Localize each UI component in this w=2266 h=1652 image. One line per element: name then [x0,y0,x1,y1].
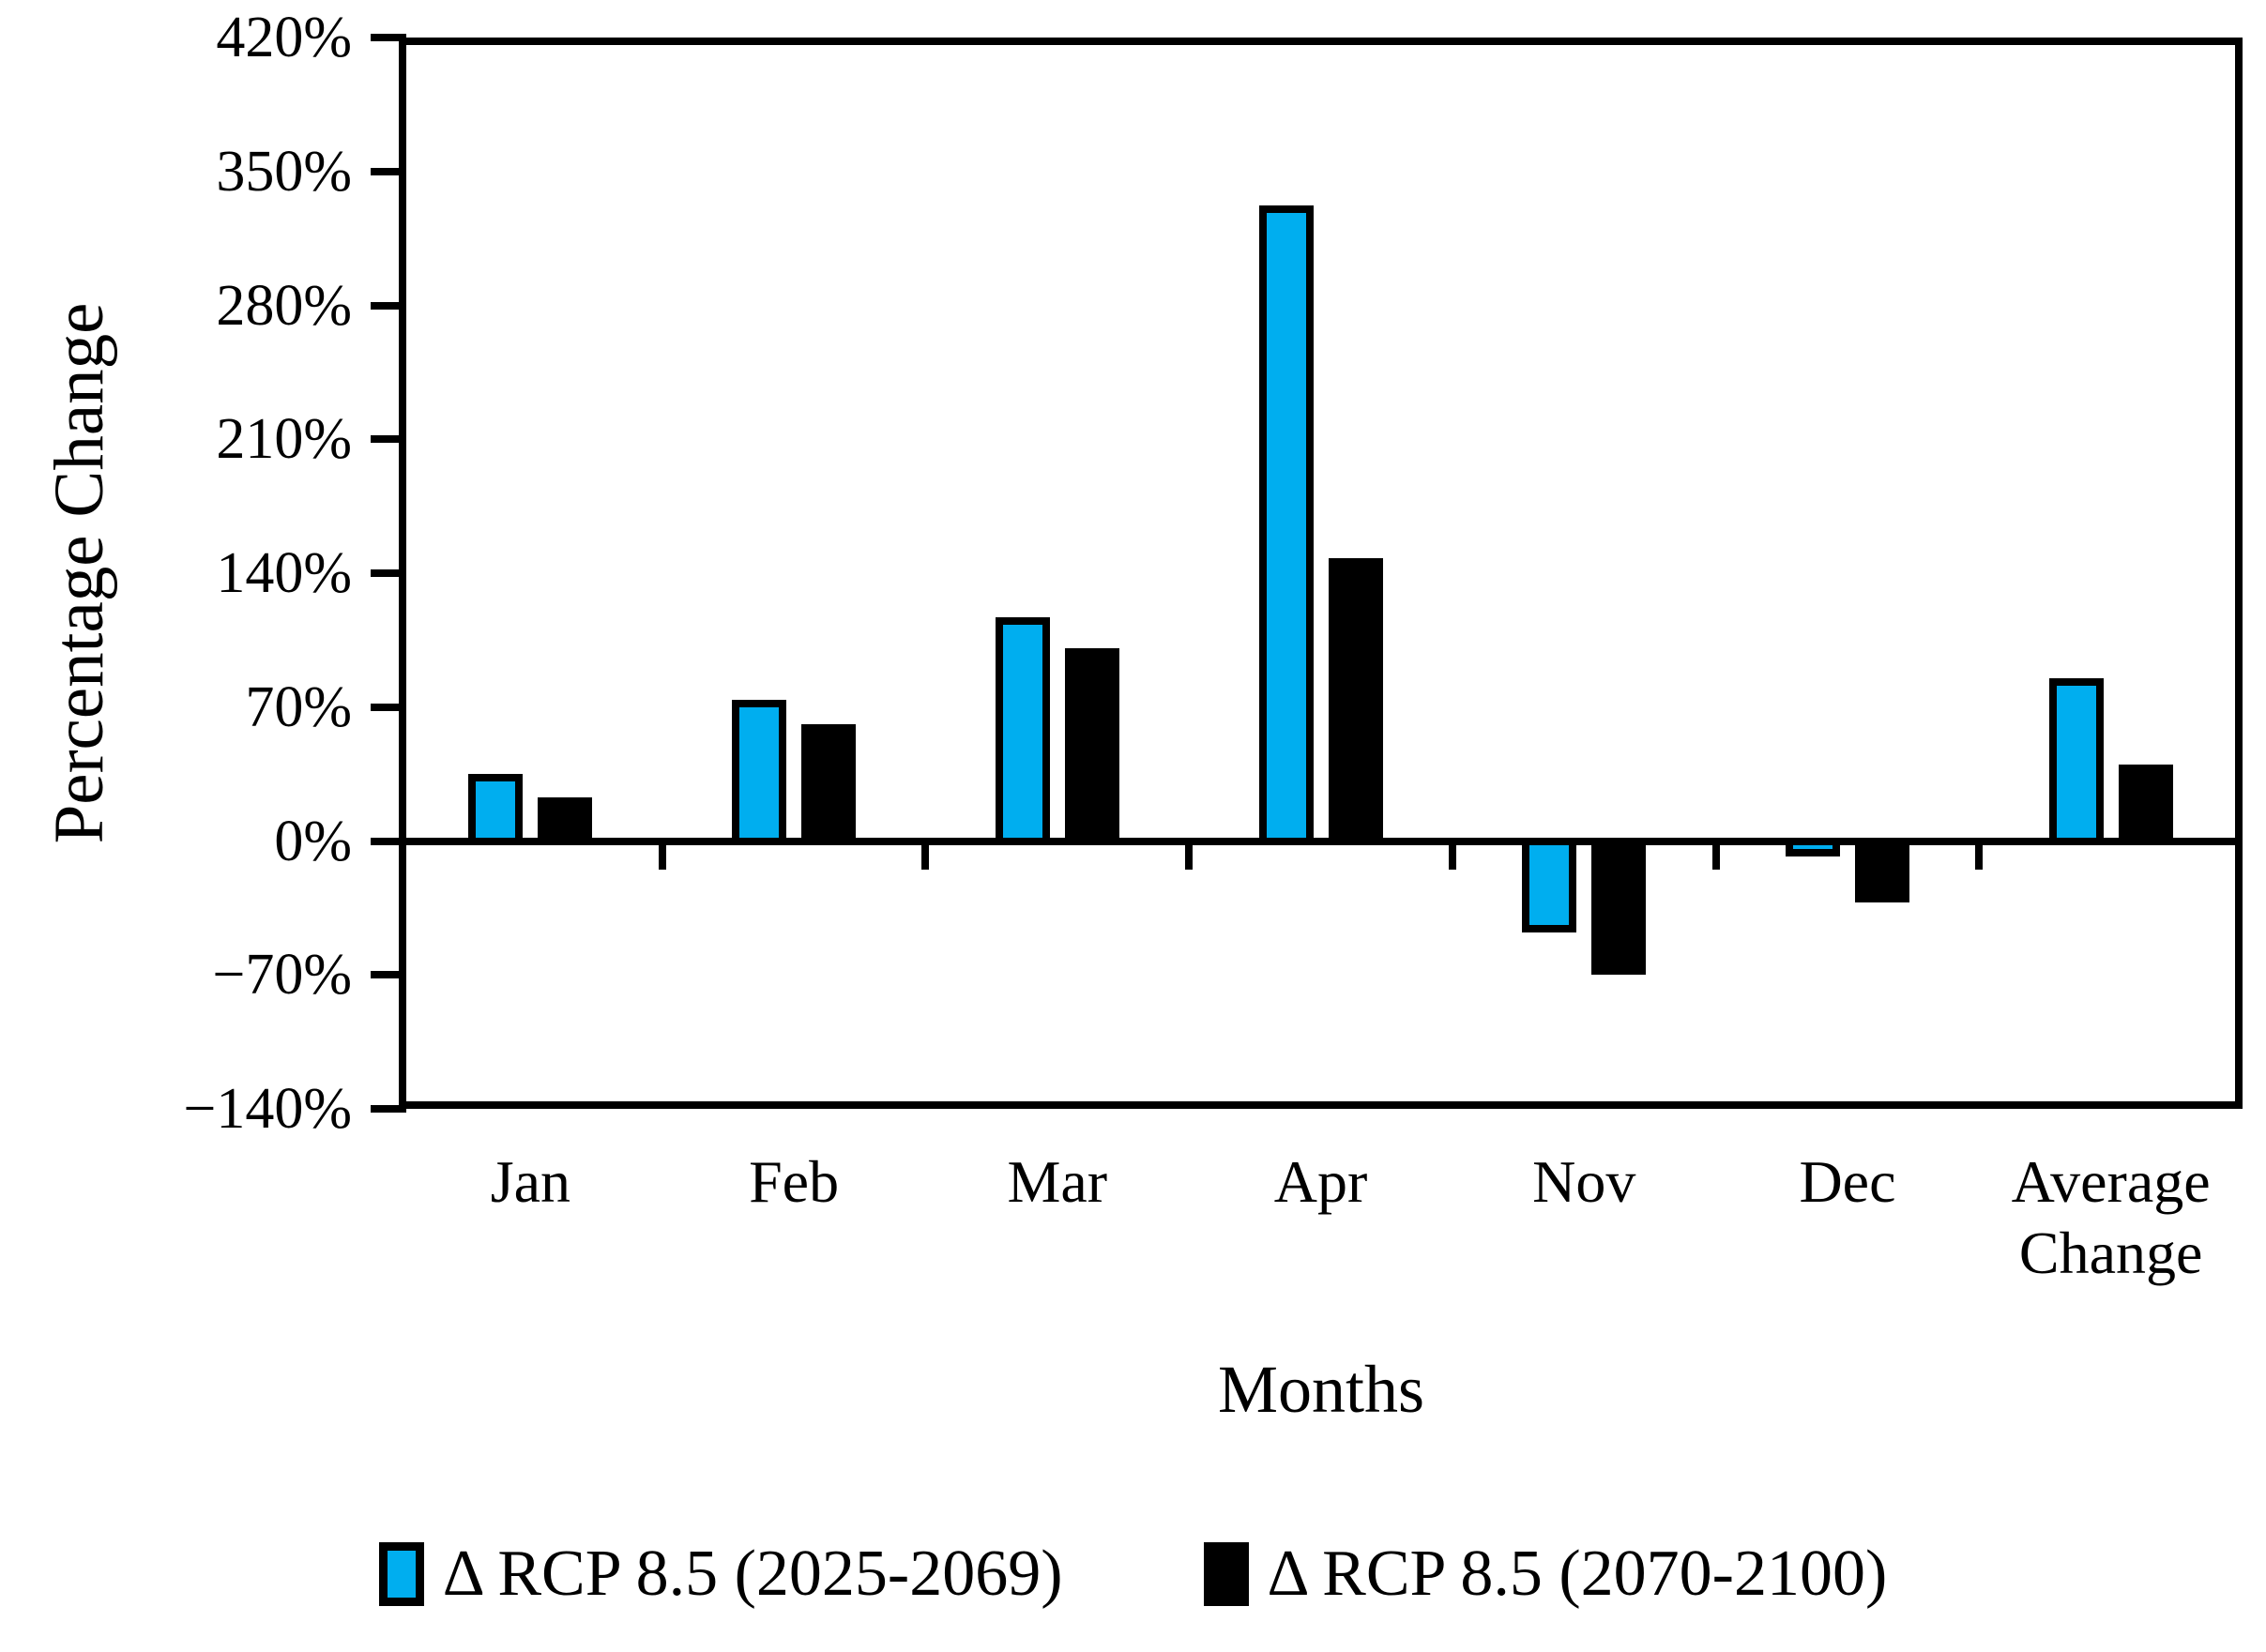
legend-item-rcp85-2070-2100: Δ RCP 8.5 (2070-2100) [1203,1537,1888,1612]
category-feb [662,38,926,1109]
category-mar [925,38,1189,1109]
y-tick-mark [371,569,406,577]
y-tick-mark [371,435,406,444]
bar-rcp85-2070-2100-mar [1064,647,1119,845]
x-tick-mark [1448,837,1456,870]
x-category-label-feb: Feb [749,1148,840,1215]
bar-rcp85-2070-2100-average-change [2118,764,2173,845]
y-tick-label: 210% [216,407,352,472]
x-tick-mark [921,837,930,870]
category-dec [1716,38,1980,1109]
y-tick-mark [371,34,406,41]
y-tick-mark [371,167,406,175]
y-tick-label: 140% [216,541,352,605]
bar-rcp85-2070-2100-jan [538,796,593,845]
bar-rcp85-2025-2069-average-change [2048,678,2104,845]
y-tick-mark [371,1105,406,1113]
y-tick-label: −140% [183,1077,352,1141]
chart-legend: Δ RCP 8.5 (2025-2069) Δ RCP 8.5 (2070-210… [0,1537,2266,1612]
x-category-label-apr: Apr [1273,1148,1368,1215]
x-tick-mark [1711,837,1720,870]
x-tick-mark [1975,837,1984,870]
x-axis-category-labels: Jan Feb Mar Apr Nov Dec Average Change [399,1146,2243,1289]
y-tick-mark [371,837,406,845]
y-tick-label: 280% [216,273,352,338]
category-nov [1452,38,1716,1109]
y-tick-label: 70% [245,674,352,739]
bar-rcp85-2070-2100-nov [1591,837,1647,976]
zero-baseline [399,837,2243,845]
plot-area: 420% 350% 280% 210% 140% 70% 0% −70% −140% [183,8,2243,1138]
bar-rcp85-2070-2100-apr [1328,557,1383,845]
bar-rcp85-2070-2100-dec [1854,837,1909,902]
x-axis-title: Months [1217,1352,1425,1427]
x-category-label-dec: Dec [1799,1148,1896,1215]
x-category-label-average-change: Average Change [2011,1148,2211,1286]
category-jan [399,38,662,1109]
y-tick-mark [371,703,406,711]
bar-rcp85-2025-2069-mar [995,616,1050,845]
bar-rcp85-2025-2069-apr [1258,205,1314,845]
y-tick-label: 350% [216,139,352,204]
category-apr [1189,38,1452,1109]
bar-rcp85-2070-2100-feb [801,724,857,845]
legend-swatch-icon [1203,1542,1249,1606]
bar-rcp85-2025-2069-dec [1785,837,1840,856]
y-tick-label: −70% [212,943,352,1008]
y-tick-mark [371,301,406,310]
legend-item-rcp85-2025-2069: Δ RCP 8.5 (2025-2069) [378,1537,1063,1612]
category-average-change [1979,38,2243,1109]
y-tick-label: 0% [274,809,352,873]
x-category-label-jan: Jan [490,1148,571,1215]
legend-label: Δ RCP 8.5 (2070-2100) [1267,1538,1888,1610]
x-tick-mark [658,837,666,870]
bar-rcp85-2025-2069-feb [732,699,787,845]
legend-swatch-icon [378,1542,424,1606]
y-tick-mark [371,971,406,979]
bar-rcp85-2025-2069-nov [1522,837,1577,933]
bar-series-container [399,38,2243,1109]
x-category-label-nov: Nov [1532,1148,1636,1215]
bar-rcp85-2025-2069-jan [468,774,524,845]
x-category-label-mar: Mar [1007,1148,1108,1215]
x-tick-mark [1185,837,1194,870]
y-tick-label: 420% [216,6,352,69]
legend-label: Δ RCP 8.5 (2025-2069) [442,1538,1063,1610]
